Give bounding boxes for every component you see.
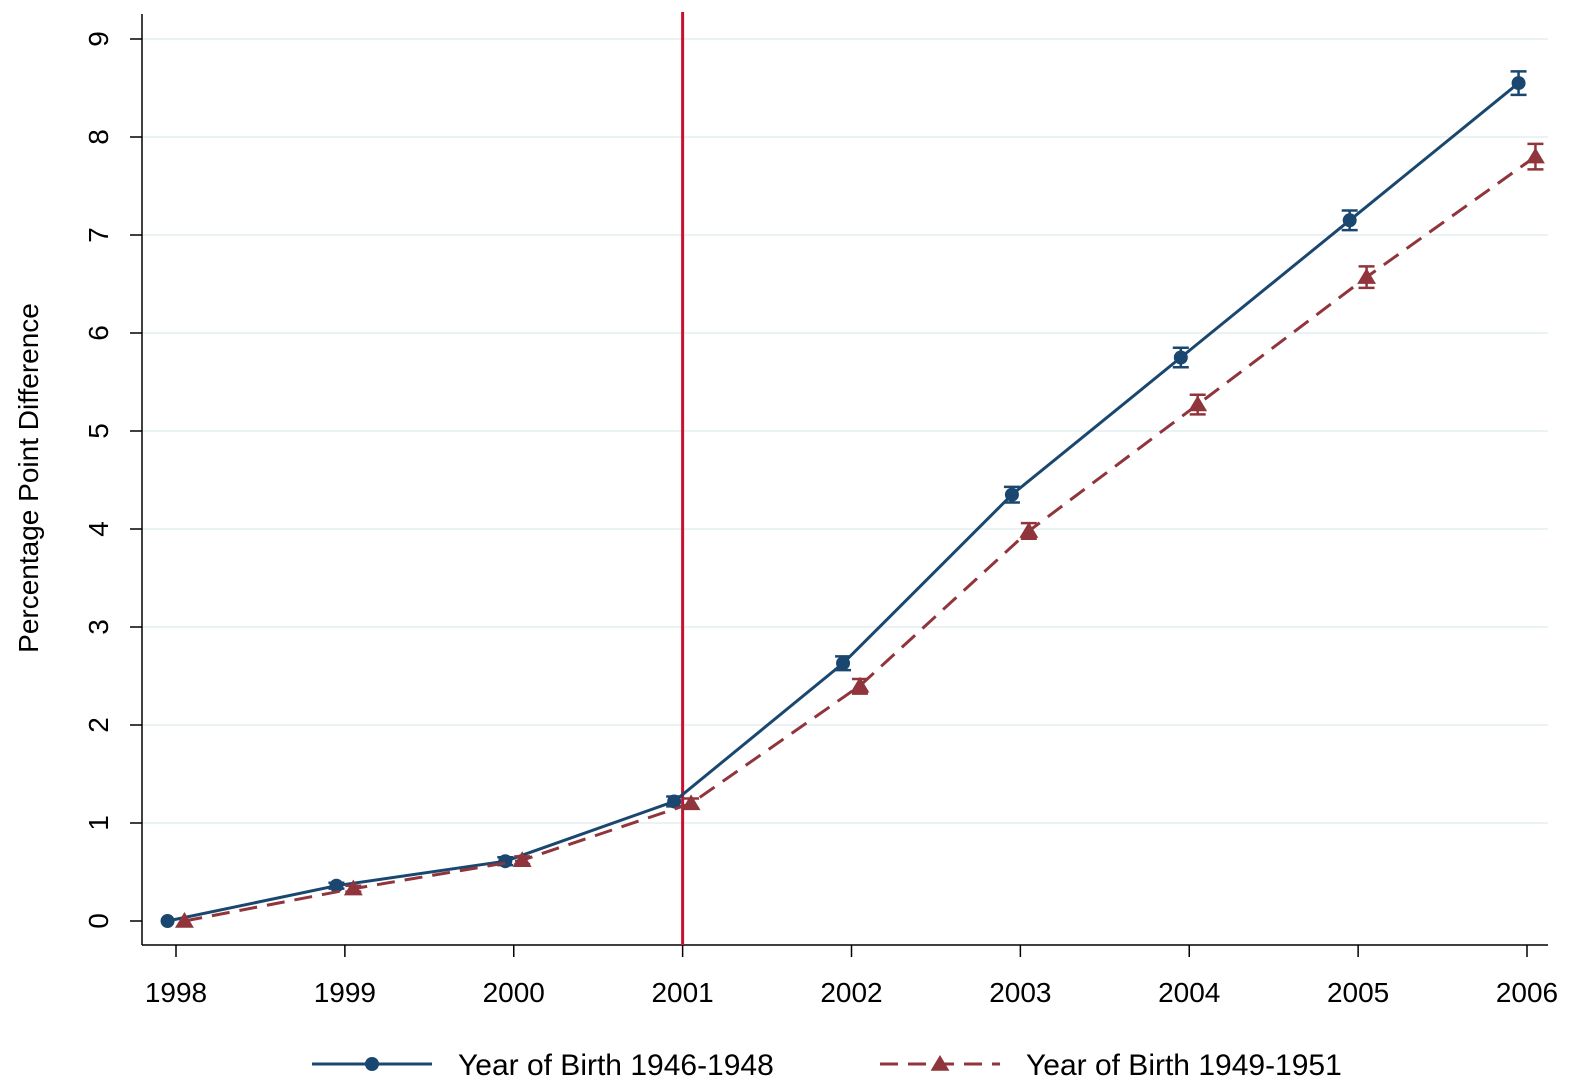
x-tick-label: 2006	[1496, 977, 1558, 1008]
data-point	[1525, 147, 1545, 164]
y-tick-label: 2	[83, 717, 114, 733]
data-point	[1511, 76, 1526, 91]
series-layer	[160, 70, 1545, 928]
legend-marker	[930, 1055, 950, 1071]
x-tick-label: 2000	[483, 977, 545, 1008]
series-line	[184, 155, 1537, 923]
y-tick-label: 0	[83, 913, 114, 929]
legend-item-1: Year of Birth 1946-1948	[312, 1049, 774, 1082]
x-tick-label: 2004	[1158, 977, 1220, 1008]
tick-labels: 0 1 2 3 4 5 6 7 8 9 1998 1999 2000 2001 2002 2003 2004 20…	[83, 31, 1558, 1008]
data-point	[850, 676, 870, 693]
gridlines	[142, 38, 1548, 824]
x-tick-label: 1998	[145, 977, 207, 1008]
x-tick-label: 2003	[989, 977, 1051, 1008]
legend-item-2: Year of Birth 1949-1951	[880, 1049, 1342, 1082]
series-line	[167, 81, 1520, 923]
data-point	[1004, 487, 1019, 502]
data-point	[681, 794, 701, 811]
legend-marker	[365, 1057, 379, 1071]
data-point	[667, 794, 682, 809]
series-2	[174, 142, 1545, 928]
x-tick-label: 1999	[314, 977, 376, 1008]
axes	[130, 14, 1548, 957]
y-tick-label: 9	[83, 31, 114, 47]
data-point	[1342, 213, 1357, 228]
y-tick-label: 1	[83, 815, 114, 831]
legend: Year of Birth 1946-1948 Year of Birth 194…	[312, 1049, 1342, 1082]
data-point	[1357, 268, 1377, 284]
legend-label: Year of Birth 1949-1951	[1026, 1049, 1342, 1082]
series-1	[160, 70, 1527, 928]
data-point	[343, 879, 363, 896]
x-tick-label: 2002	[820, 977, 882, 1008]
data-point	[1019, 521, 1039, 538]
data-point	[1188, 395, 1208, 412]
y-tick-label: 5	[83, 423, 114, 439]
x-tick-label: 2005	[1327, 977, 1389, 1008]
data-point	[512, 851, 532, 867]
y-axis-title: Percentage Point Difference	[13, 303, 44, 653]
data-point	[836, 656, 851, 671]
y-tick-label: 7	[83, 227, 114, 243]
data-point	[329, 878, 344, 893]
data-point	[160, 914, 175, 928]
data-point	[1173, 350, 1188, 365]
y-tick-label: 3	[83, 619, 114, 635]
y-tick-label: 4	[83, 521, 114, 537]
legend-label: Year of Birth 1946-1948	[458, 1049, 774, 1082]
data-point	[498, 854, 513, 869]
x-tick-label: 2001	[651, 977, 713, 1008]
data-point	[174, 912, 194, 928]
y-tick-label: 8	[83, 129, 114, 145]
y-tick-label: 6	[83, 325, 114, 341]
